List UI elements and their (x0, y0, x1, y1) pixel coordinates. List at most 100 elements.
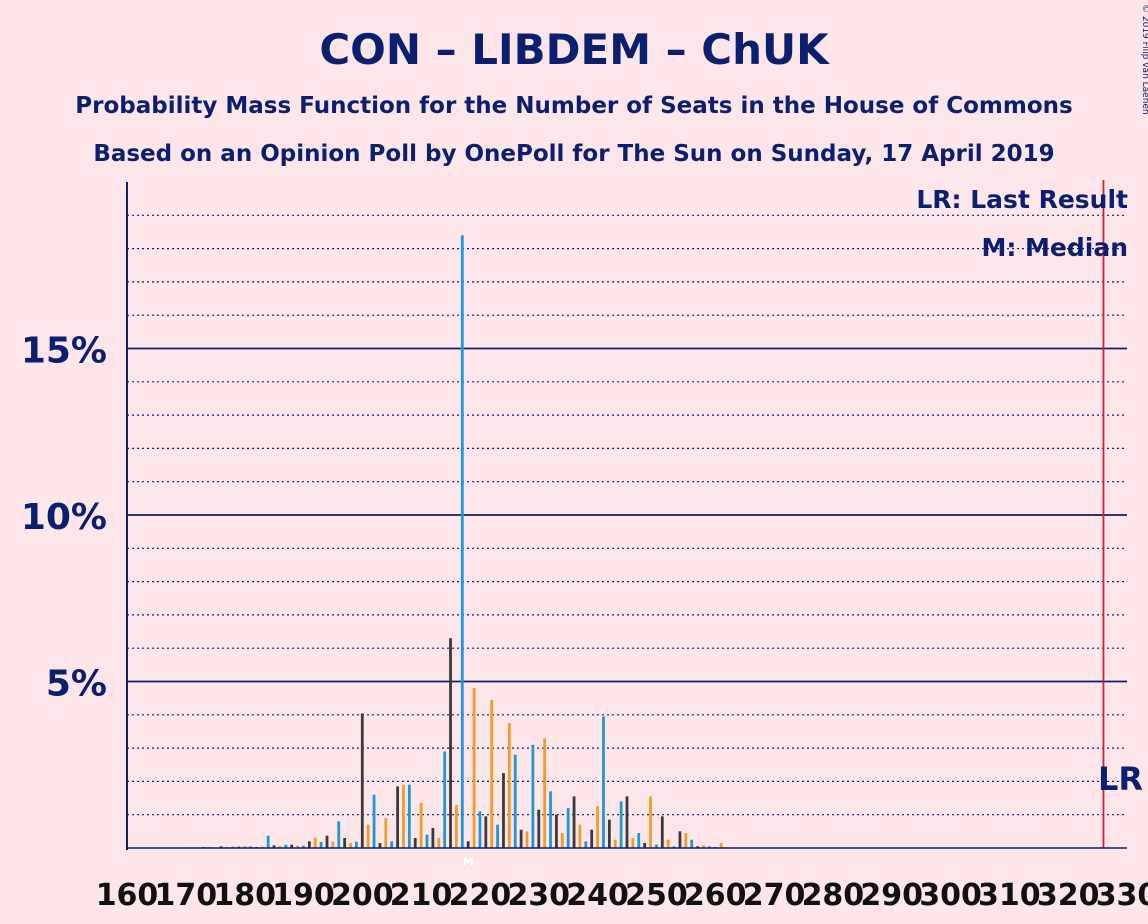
x-tick-label: 190 (272, 878, 335, 913)
bar (690, 839, 694, 848)
bar (355, 841, 358, 848)
x-tick-label: 310 (978, 878, 1041, 913)
bar (284, 844, 288, 848)
bar (496, 824, 499, 848)
bar (549, 791, 552, 848)
bar (560, 833, 564, 848)
x-tick-label: 230 (507, 878, 570, 913)
y-tick-labels: 5% 10% 15% (21, 331, 107, 705)
bar (590, 829, 594, 848)
bar (519, 829, 523, 848)
bar (555, 814, 558, 848)
bar (684, 833, 688, 848)
bar (660, 816, 664, 848)
bar (584, 841, 588, 848)
bar (437, 838, 441, 848)
bar (413, 838, 417, 848)
bar (472, 688, 476, 848)
bar (513, 754, 517, 848)
x-tick-label: 270 (743, 878, 806, 913)
bar (484, 816, 488, 848)
bar (331, 841, 335, 848)
median-label: M (463, 855, 474, 868)
bar (249, 846, 252, 848)
bar (325, 835, 329, 848)
x-tick-label: 240 (566, 878, 629, 913)
bar (643, 843, 647, 848)
bar (649, 796, 652, 848)
bar (566, 808, 570, 848)
bar (290, 844, 294, 848)
bar (602, 716, 605, 848)
bar (655, 844, 658, 848)
bar (378, 843, 382, 848)
bar (543, 738, 547, 848)
bar (707, 846, 711, 848)
bar (702, 845, 705, 848)
bar (396, 786, 399, 848)
bars (190, 235, 729, 848)
bar (572, 796, 576, 848)
x-tick-label: 210 (390, 878, 453, 913)
last-result-label: LR (1098, 760, 1143, 798)
bar (349, 843, 352, 848)
legend-last-result: LR: Last Result (916, 185, 1128, 214)
x-tick-labels: 1601701801902002102202302402502602702802… (96, 878, 1148, 913)
x-tick-label: 200 (331, 878, 394, 913)
bar (219, 846, 223, 848)
bar (537, 809, 541, 848)
chart-title: CON – LIBDEM – ChUK (319, 25, 830, 74)
bar (337, 821, 341, 848)
x-tick-label: 170 (155, 878, 218, 913)
bar (490, 699, 494, 848)
bar (672, 846, 676, 848)
x-tick-label: 260 (684, 878, 747, 913)
bar (631, 838, 635, 848)
bar (313, 837, 317, 848)
bar (507, 723, 511, 848)
x-tick-label: 280 (802, 878, 865, 913)
x-tick-label: 160 (96, 878, 159, 913)
bar (307, 841, 311, 848)
bar (696, 846, 699, 848)
bar (278, 846, 282, 848)
bar (296, 845, 299, 848)
y-tick-label: 5% (46, 664, 107, 705)
bar (243, 846, 247, 848)
bar (478, 811, 482, 848)
y-tick-label: 15% (21, 331, 107, 372)
bar (460, 235, 464, 848)
bar (596, 806, 599, 848)
bar (455, 804, 458, 848)
bar (531, 744, 535, 848)
bar (525, 831, 529, 848)
x-tick-label: 300 (919, 878, 982, 913)
bar (419, 803, 423, 848)
y-tick-label: 10% (21, 497, 107, 538)
bar (407, 784, 411, 848)
bar (613, 839, 617, 848)
bar (366, 824, 370, 848)
bar (578, 824, 582, 848)
bar (502, 773, 505, 848)
bar (431, 828, 435, 848)
bar (360, 713, 364, 848)
x-tick-label: 290 (860, 878, 923, 913)
x-tick-label: 220 (449, 878, 512, 913)
bar (466, 841, 470, 848)
x-tick-label: 330 (1096, 878, 1148, 913)
bar (678, 831, 682, 848)
chart-subtitle: Probability Mass Function for the Number… (75, 93, 1072, 119)
bar (266, 835, 270, 848)
bar (607, 819, 611, 848)
bar (302, 845, 305, 848)
bar (425, 834, 429, 848)
bar (637, 833, 641, 848)
bar (443, 751, 447, 848)
legend-median: M: Median (981, 233, 1128, 262)
copyright-credit: © 2019 Filip van Laenen (1140, 4, 1148, 115)
bar (625, 796, 629, 848)
chart-subtitle-2: Based on an Opinion Poll by OnePoll for … (93, 141, 1054, 167)
x-tick-label: 250 (625, 878, 688, 913)
